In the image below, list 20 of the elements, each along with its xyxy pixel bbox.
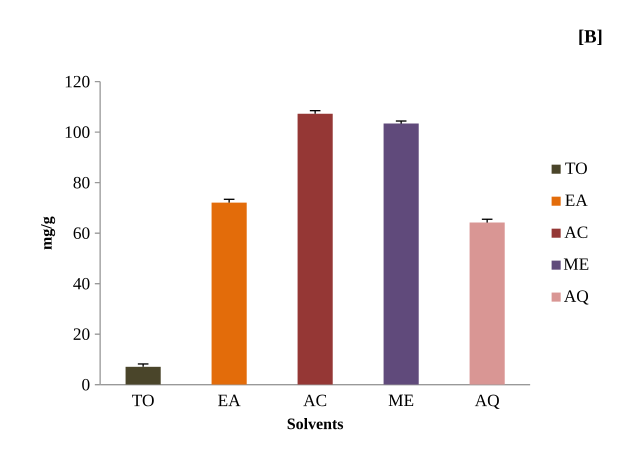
y-tick-label: 20 xyxy=(74,328,90,340)
legend-label: EA xyxy=(565,194,588,206)
legend-label: ME xyxy=(564,258,588,270)
x-tick-label: AC xyxy=(303,394,326,406)
x-axis-title: Solvents xyxy=(288,418,344,430)
y-tick-label: 60 xyxy=(74,227,90,240)
y-axis-title: mg/g xyxy=(41,216,56,250)
x-tick-label: AQ xyxy=(474,394,500,410)
x-tick-label: EA xyxy=(218,394,241,406)
y-tick-label: 40 xyxy=(73,278,90,290)
y-tick-label: 120 xyxy=(66,76,90,88)
x-tick-label: TO xyxy=(132,394,154,406)
y-tick-label: 0 xyxy=(82,378,90,391)
y-tick-label: 80 xyxy=(74,176,90,189)
legend-label: TO xyxy=(565,162,587,174)
text: [B] xyxy=(579,30,602,46)
x-tick-label: ME xyxy=(388,394,414,406)
y-tick-label: 100 xyxy=(66,126,90,138)
legend-label: AC xyxy=(564,226,588,238)
legend-label: AQ xyxy=(564,290,588,305)
